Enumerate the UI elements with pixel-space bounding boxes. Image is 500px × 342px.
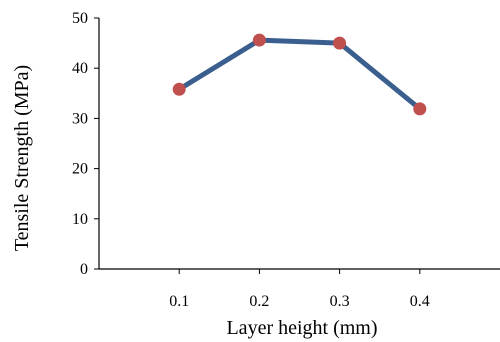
y-tick-label: 50 <box>72 10 88 27</box>
series-line <box>176 37 423 112</box>
x-ticks: 0.1 0.2 0.3 0.4 <box>169 269 430 310</box>
data-point <box>413 102 427 116</box>
series-group <box>172 33 427 116</box>
y-tick-label: 0 <box>80 261 88 278</box>
data-point <box>333 36 347 50</box>
axes <box>98 18 500 270</box>
y-tick-label: 40 <box>72 60 88 77</box>
x-tick-label: 0.2 <box>249 293 269 310</box>
x-axis-title: Layer height (mm) <box>226 317 377 339</box>
y-axis-title: Tensile Strength (MPa) <box>11 65 33 251</box>
data-point <box>172 82 186 96</box>
y-tick-label: 10 <box>72 211 88 228</box>
y-tick-label: 30 <box>72 110 88 127</box>
x-tick-label: 0.1 <box>169 293 189 310</box>
data-point <box>252 33 266 47</box>
y-ticks: 0 10 20 30 40 50 <box>72 10 99 278</box>
y-tick-label: 20 <box>72 161 88 178</box>
x-tick-label: 0.3 <box>330 293 350 310</box>
x-tick-label: 0.4 <box>410 293 430 310</box>
